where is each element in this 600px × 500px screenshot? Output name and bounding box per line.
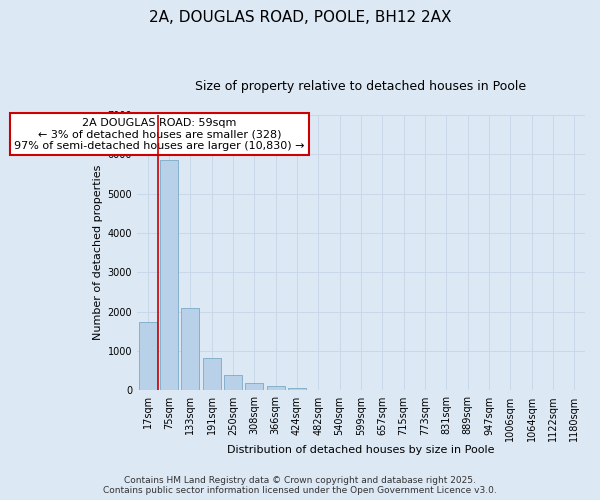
Bar xyxy=(160,160,178,390)
Bar xyxy=(288,388,306,390)
Bar xyxy=(139,322,157,390)
Text: Contains HM Land Registry data © Crown copyright and database right 2025.
Contai: Contains HM Land Registry data © Crown c… xyxy=(103,476,497,495)
Bar xyxy=(181,308,199,390)
Bar xyxy=(224,375,242,390)
Text: 2A DOUGLAS ROAD: 59sqm
← 3% of detached houses are smaller (328)
97% of semi-det: 2A DOUGLAS ROAD: 59sqm ← 3% of detached … xyxy=(14,118,305,151)
X-axis label: Distribution of detached houses by size in Poole: Distribution of detached houses by size … xyxy=(227,445,495,455)
Title: Size of property relative to detached houses in Poole: Size of property relative to detached ho… xyxy=(196,80,527,93)
Bar xyxy=(266,386,285,390)
Y-axis label: Number of detached properties: Number of detached properties xyxy=(94,165,103,340)
Bar xyxy=(203,358,221,390)
Bar xyxy=(245,382,263,390)
Text: 2A, DOUGLAS ROAD, POOLE, BH12 2AX: 2A, DOUGLAS ROAD, POOLE, BH12 2AX xyxy=(149,10,451,25)
